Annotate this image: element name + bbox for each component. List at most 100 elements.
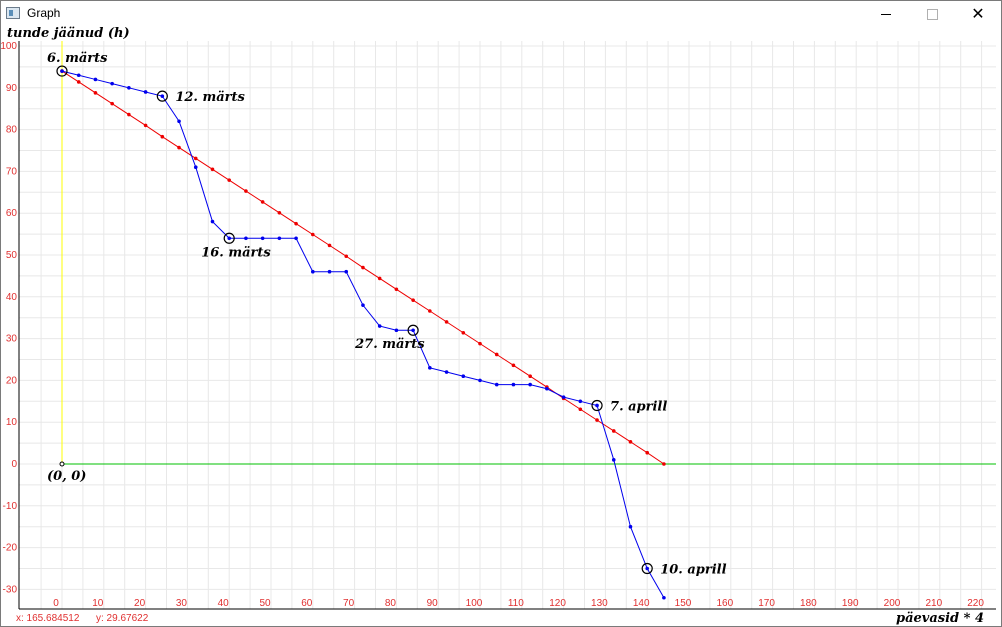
data-point xyxy=(177,119,181,124)
annotation-label: 12. märts xyxy=(175,90,245,105)
data-point xyxy=(411,328,415,333)
data-point xyxy=(428,366,432,370)
data-point xyxy=(143,123,148,128)
y-tick-label: -20 xyxy=(3,543,18,554)
grid xyxy=(19,41,996,609)
data-point xyxy=(444,370,449,374)
x-tick-label: 20 xyxy=(134,598,146,609)
status-bar: x: 165.684512 y: 29.67622 xyxy=(1,611,1001,626)
cursor-x-readout: x: 165.684512 xyxy=(16,613,80,624)
close-button[interactable]: ✕ xyxy=(955,1,1001,27)
data-point xyxy=(344,269,349,274)
x-tick-label: 210 xyxy=(925,598,942,609)
data-point xyxy=(377,276,382,281)
data-point xyxy=(478,378,482,383)
y-axis-label: tunde jäänud (h) xyxy=(7,26,130,41)
data-point xyxy=(160,134,165,139)
data-point xyxy=(244,236,248,241)
x-tick-label: 0 xyxy=(53,598,59,609)
x-tick-label: 100 xyxy=(466,598,483,609)
data-point xyxy=(127,112,131,117)
series xyxy=(60,69,666,600)
data-point xyxy=(127,86,131,90)
x-tick-label: 220 xyxy=(967,598,984,609)
data-point xyxy=(143,90,148,94)
annotation-label: 7. aprill xyxy=(610,399,667,414)
data-point xyxy=(578,399,583,404)
x-tick-label: 150 xyxy=(675,598,692,609)
data-point xyxy=(428,309,432,313)
x-tick-label: 110 xyxy=(508,598,524,609)
data-point xyxy=(377,324,382,328)
y-tick-label: 50 xyxy=(6,250,18,261)
x-tick-label: 30 xyxy=(176,598,188,609)
data-point xyxy=(327,243,332,248)
x-tick-label: 190 xyxy=(842,598,859,609)
data-point xyxy=(93,77,98,82)
data-point xyxy=(227,236,231,241)
y-tick-label: -30 xyxy=(3,584,18,595)
x-tick-label: 40 xyxy=(218,598,230,609)
close-icon: ✕ xyxy=(971,4,985,23)
data-point xyxy=(260,236,265,241)
data-point xyxy=(361,265,365,270)
data-point xyxy=(394,287,399,292)
annotation-marker xyxy=(56,65,68,77)
data-point xyxy=(561,395,566,399)
annotation-marker xyxy=(641,562,653,575)
maximize-button[interactable] xyxy=(909,1,955,27)
data-point xyxy=(244,189,248,193)
origin-label: (0, 0) xyxy=(47,469,86,484)
data-point xyxy=(444,320,449,324)
minimize-button[interactable] xyxy=(863,1,909,27)
data-point xyxy=(193,165,198,170)
data-point xyxy=(528,382,532,387)
data-point xyxy=(645,566,649,571)
y-tick-label: -10 xyxy=(3,501,18,512)
data-point xyxy=(210,219,215,224)
data-point xyxy=(311,232,315,237)
annotations: 6. märts 12. märts 16. märts 27. märts 7. ap… xyxy=(47,51,727,577)
data-point xyxy=(344,254,349,259)
x-tick-label: 120 xyxy=(549,598,566,609)
data-point xyxy=(461,330,466,335)
y-tick-label: 70 xyxy=(6,166,18,177)
data-point xyxy=(294,221,298,226)
data-point xyxy=(662,595,666,600)
data-point xyxy=(160,94,165,98)
data-point xyxy=(628,440,633,444)
data-point xyxy=(578,407,583,412)
y-tick-label: 10 xyxy=(6,417,18,428)
data-point xyxy=(511,363,516,368)
data-point xyxy=(545,386,549,391)
data-point xyxy=(60,69,64,73)
annotation-marker xyxy=(591,399,603,412)
data-point xyxy=(511,382,516,387)
annotation-marker xyxy=(156,90,168,102)
data-point xyxy=(260,200,265,204)
data-point xyxy=(110,81,114,86)
data-point xyxy=(361,303,365,307)
data-point xyxy=(76,73,81,78)
tick-labels: -30 -20 -10 0 10 20 30 40 50 60 70 80 90 100 0 10 20 30 40… xyxy=(1,41,984,609)
x-tick-label: 130 xyxy=(591,598,608,609)
x-tick-label: 60 xyxy=(301,598,313,609)
title-bar[interactable]: Graph ✕ xyxy=(1,1,1001,27)
maximize-icon xyxy=(926,9,938,20)
cursor-y-readout: y: 29.67622 xyxy=(96,613,149,624)
data-point xyxy=(193,156,198,161)
data-point xyxy=(595,403,599,408)
data-point xyxy=(595,418,599,422)
x-tick-label: 170 xyxy=(758,598,775,609)
x-axis-label: päevasid * 4 xyxy=(896,611,984,626)
data-point xyxy=(327,269,332,274)
annotation-label: 16. märts xyxy=(201,245,271,260)
x-tick-label: 50 xyxy=(259,598,271,609)
data-point xyxy=(528,374,532,379)
x-tick-label: 80 xyxy=(385,598,397,609)
y-tick-label: 90 xyxy=(6,83,18,94)
y-tick-label: 80 xyxy=(6,125,18,136)
y-tick-label: 0 xyxy=(11,459,17,470)
